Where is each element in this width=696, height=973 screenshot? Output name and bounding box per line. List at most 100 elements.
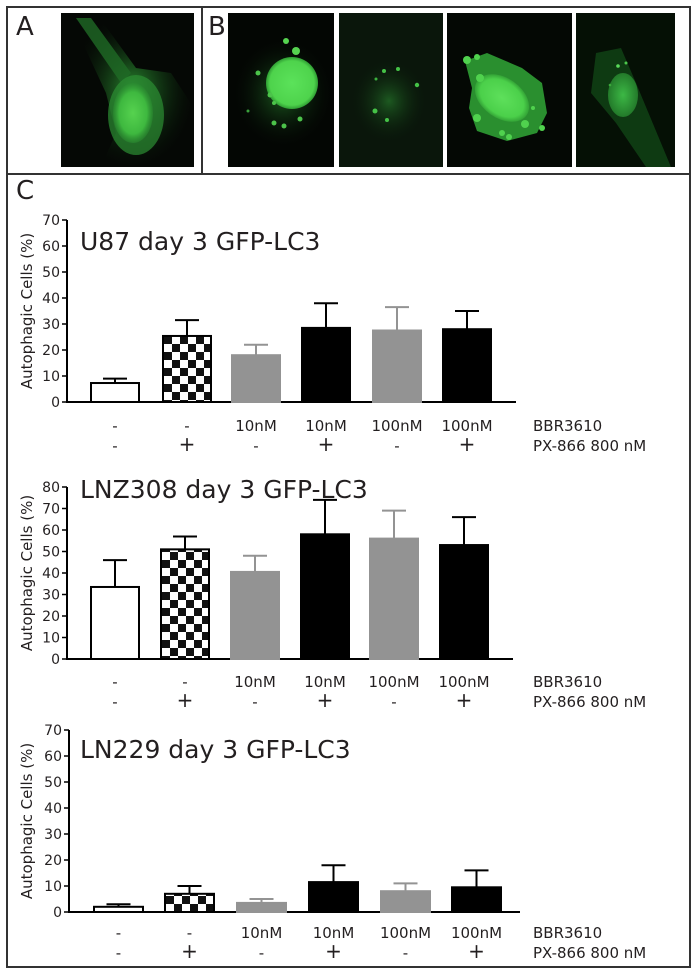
- bar: [230, 570, 280, 660]
- bbr-dose-label: 10nM: [241, 924, 283, 942]
- px866-label: +: [456, 688, 473, 712]
- px866-label: -: [116, 944, 121, 962]
- bbr-dose-label: 100nM: [441, 417, 492, 435]
- px866-label: +: [181, 939, 198, 963]
- bbr-dose-label: 100nM: [451, 924, 502, 942]
- y-tick-label: 40: [44, 801, 62, 817]
- row-label-bbr: BBR3610: [533, 673, 602, 691]
- row-label-bbr: BBR3610: [533, 417, 602, 435]
- bar: [372, 329, 422, 403]
- px866-label: -: [253, 437, 258, 455]
- y-tick-label: 30: [44, 827, 62, 843]
- px866-label: -: [112, 437, 117, 455]
- bar: [93, 905, 144, 913]
- px866-label: +: [325, 939, 342, 963]
- bar: [380, 890, 431, 914]
- bar: [439, 544, 489, 660]
- panel-label-a: A: [16, 12, 34, 42]
- row-label-px: PX-866 800 nM: [533, 437, 646, 455]
- row-label-bbr: BBR3610: [533, 924, 602, 942]
- y-tick-label: 30: [42, 588, 60, 604]
- y-tick-label: 70: [42, 502, 60, 518]
- px866-label: -: [403, 944, 408, 962]
- micrograph-b3: [447, 13, 572, 167]
- y-tick-label: 10: [42, 369, 60, 385]
- px866-label: +: [459, 432, 476, 456]
- row-label-px: PX-866 800 nM: [533, 944, 646, 962]
- bbr-dose-label: 100nM: [368, 673, 419, 691]
- cell-image-b3: [447, 13, 572, 167]
- chart-title: LN229 day 3 GFP-LC3: [80, 735, 351, 764]
- px866-label: +: [177, 688, 194, 712]
- y-tick-label: 50: [44, 775, 62, 791]
- cell-image-b1: [228, 13, 334, 167]
- y-tick-label: 20: [42, 609, 60, 625]
- px866-label: +: [179, 432, 196, 456]
- y-tick-label: 20: [44, 853, 62, 869]
- y-tick-label: 60: [42, 523, 60, 539]
- cell-image-b4: [576, 13, 675, 167]
- bar: [231, 354, 281, 404]
- y-axis-label: Autophagic Cells (%): [18, 233, 36, 389]
- y-tick-label: 0: [53, 905, 62, 921]
- micrograph-b2: [339, 13, 443, 167]
- bar: [160, 548, 210, 660]
- y-axis-label: Autophagic Cells (%): [18, 495, 36, 651]
- px866-label: -: [112, 693, 117, 711]
- bbr-dose-label: -: [187, 924, 192, 942]
- bbr-dose-label: 10nM: [305, 417, 347, 435]
- y-tick-label: 10: [44, 879, 62, 895]
- bar: [90, 585, 140, 660]
- px866-label: +: [317, 688, 334, 712]
- y-tick-label: 50: [42, 265, 60, 281]
- px866-label: -: [391, 693, 396, 711]
- cell-image-b2: [339, 13, 443, 167]
- bar: [308, 881, 359, 913]
- bbr-dose-label: -: [184, 417, 189, 435]
- px866-label: +: [318, 432, 335, 456]
- bbr-dose-label: 10nM: [313, 924, 355, 942]
- bar: [301, 326, 351, 403]
- bbr-dose-label: 100nM: [438, 673, 489, 691]
- divider-horizontal: [6, 173, 691, 175]
- divider-vertical: [201, 6, 203, 174]
- bar: [162, 334, 212, 403]
- px866-label: -: [394, 437, 399, 455]
- y-tick-label: 40: [42, 566, 60, 582]
- bar: [451, 886, 502, 913]
- bar: [164, 892, 215, 913]
- bar: [236, 901, 287, 914]
- micrograph-a: [61, 13, 194, 167]
- y-tick-label: 70: [42, 213, 60, 229]
- bar: [442, 328, 492, 404]
- cell-image-a: [61, 13, 194, 167]
- bbr-dose-label: 10nM: [234, 673, 276, 691]
- y-tick-label: 30: [42, 317, 60, 333]
- y-tick-label: 70: [44, 723, 62, 739]
- bbr-dose-label: -: [182, 673, 187, 691]
- figure-border: [6, 6, 691, 968]
- y-tick-label: 80: [42, 480, 60, 496]
- bbr-dose-label: -: [116, 924, 121, 942]
- y-tick-label: 60: [42, 239, 60, 255]
- bbr-dose-label: -: [112, 417, 117, 435]
- panel-label-b: B: [208, 12, 226, 42]
- y-tick-label: 60: [44, 749, 62, 765]
- bbr-dose-label: 10nM: [235, 417, 277, 435]
- y-tick-label: 0: [51, 395, 60, 411]
- chart-title: U87 day 3 GFP-LC3: [80, 227, 320, 256]
- panel-label-c: C: [16, 176, 35, 206]
- bbr-dose-label: 100nM: [371, 417, 422, 435]
- y-tick-label: 10: [42, 631, 60, 647]
- px866-label: -: [252, 693, 257, 711]
- y-tick-label: 0: [51, 652, 60, 668]
- bar: [369, 537, 419, 660]
- bar: [300, 533, 350, 660]
- px866-label: +: [468, 939, 485, 963]
- bbr-dose-label: -: [112, 673, 117, 691]
- y-tick-label: 40: [42, 291, 60, 307]
- px866-label: -: [259, 944, 264, 962]
